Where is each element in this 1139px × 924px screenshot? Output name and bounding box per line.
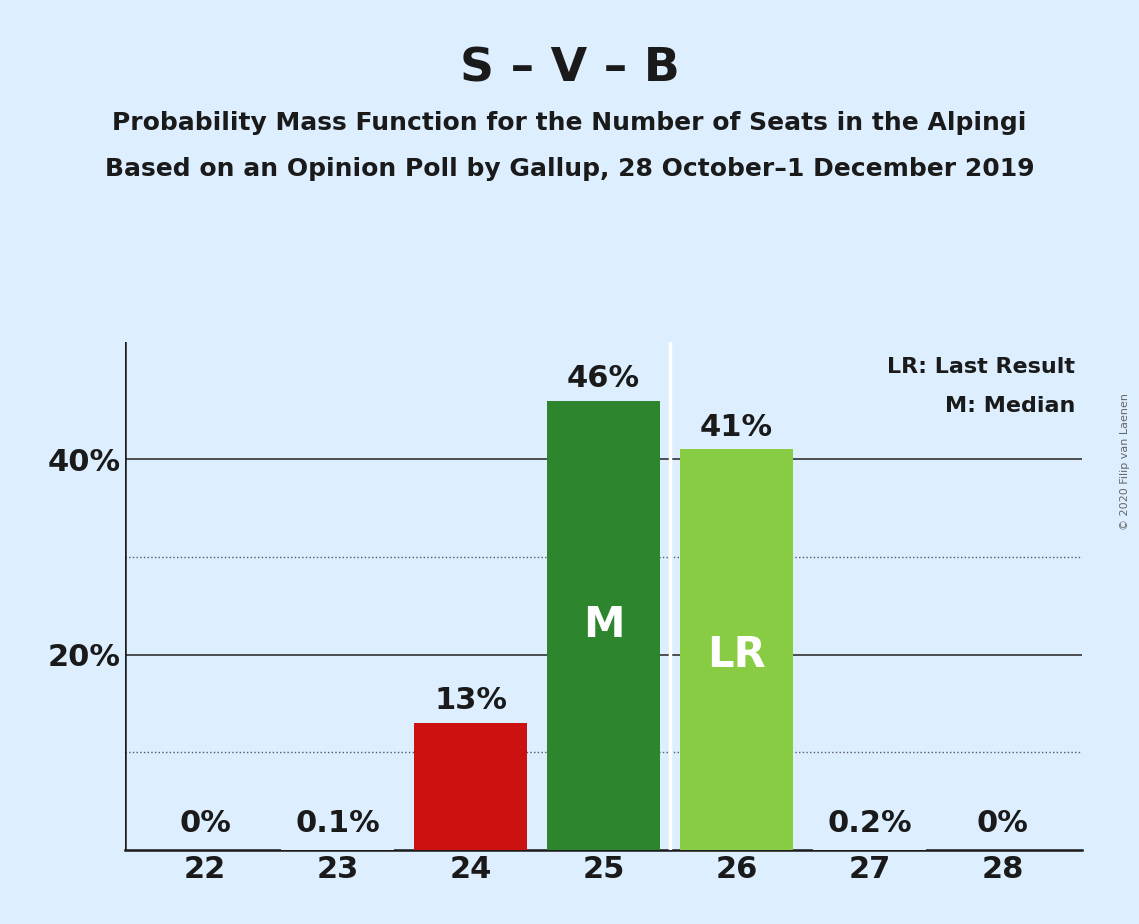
Text: 46%: 46% xyxy=(567,364,640,393)
Text: Probability Mass Function for the Number of Seats in the Alpingi: Probability Mass Function for the Number… xyxy=(113,111,1026,135)
Text: 0%: 0% xyxy=(976,809,1029,838)
Text: S – V – B: S – V – B xyxy=(459,46,680,91)
Text: 41%: 41% xyxy=(700,412,773,442)
Text: 0.1%: 0.1% xyxy=(295,809,380,838)
Text: 13%: 13% xyxy=(434,687,507,715)
Bar xyxy=(415,723,527,850)
Bar xyxy=(813,848,926,850)
Text: LR: LR xyxy=(707,634,765,675)
Bar xyxy=(547,400,661,850)
Text: 0%: 0% xyxy=(179,809,231,838)
Text: LR: Last Result: LR: Last Result xyxy=(887,357,1075,377)
Text: M: Median: M: Median xyxy=(945,395,1075,416)
Bar xyxy=(281,849,394,850)
Text: M: M xyxy=(583,604,624,646)
Text: © 2020 Filip van Laenen: © 2020 Filip van Laenen xyxy=(1121,394,1130,530)
Bar xyxy=(680,449,793,850)
Text: Based on an Opinion Poll by Gallup, 28 October–1 December 2019: Based on an Opinion Poll by Gallup, 28 O… xyxy=(105,157,1034,181)
Text: 0.2%: 0.2% xyxy=(827,809,911,838)
